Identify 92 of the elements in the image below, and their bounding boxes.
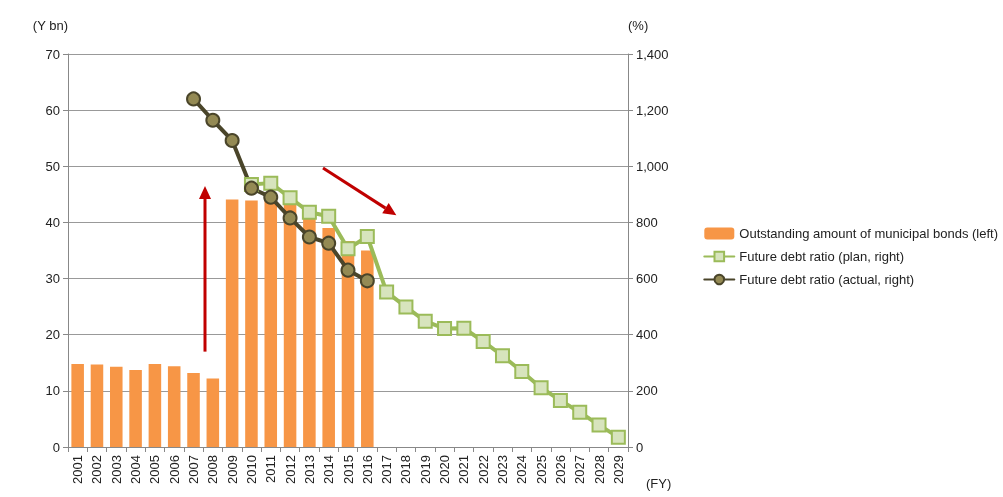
point [321,208,337,224]
point [263,175,279,191]
point [398,299,414,315]
x-tick-label: 2004 [128,455,144,484]
x-tick-label: 2018 [398,455,414,484]
point [591,417,607,433]
x-tick-label: 2029 [610,455,626,484]
y2-tick-label: 200 [636,383,658,399]
point [282,190,298,206]
point [610,429,626,445]
x-tick-label: 2025 [533,455,549,484]
bar [167,366,181,447]
bar [187,372,200,447]
y-axis-title: (Y bn) [32,18,68,33]
x-tick-label: 2014 [321,455,337,484]
point [456,320,472,336]
point [340,262,356,278]
x-tick-label: 2010 [243,455,259,484]
x-tick-label: 2008 [205,455,221,484]
point [379,284,395,300]
x-tick-label: 2017 [379,455,395,484]
point [224,132,240,148]
x-tick-label: 2001 [70,455,86,484]
bar [129,370,142,447]
bar [225,199,239,447]
point [359,228,375,244]
point [552,392,568,408]
y-tick-label: 40 [45,214,60,230]
x-tick-label: 2009 [224,455,240,484]
x-tick-label: 2002 [89,455,105,484]
point [263,189,279,205]
y-tick-label: 20 [45,327,60,343]
x-axis-title: (FY) [646,476,672,491]
legend-label: Outstanding amount of municipal bonds (left) [739,226,998,241]
y2-tick-label: 400 [636,327,658,343]
point [282,210,298,226]
x-tick-label: 2006 [166,455,182,484]
x-tick-label: 2024 [514,455,530,484]
bar [110,366,123,447]
y2-tick-label: 800 [636,214,658,230]
x-tick-label: 2003 [108,455,124,484]
point [437,321,453,337]
y-tick-label: 50 [45,158,60,174]
bar [90,364,104,447]
point [186,91,202,107]
point [301,204,317,220]
point [359,273,375,289]
x-tick-label: 2023 [494,455,510,484]
x-tick-label: 2012 [282,455,298,484]
x-tick-label: 2026 [552,455,568,484]
x-tick-label: 2007 [186,455,202,484]
y2-tick-label: 1,200 [636,102,669,118]
point [417,313,433,329]
y2-tick-label: 600 [636,271,658,287]
x-tick-label: 2016 [359,455,375,484]
y2-tick-label: 1,000 [636,158,669,174]
x-tick-label: 2015 [340,455,356,484]
x-tick-label: 2019 [417,455,433,484]
x-tick-label: 2020 [437,455,453,484]
bar [71,363,84,447]
point [533,380,549,396]
y-tick-label: 30 [45,271,60,287]
y2-tick-label: 1,400 [636,46,669,62]
x-tick-label: 2011 [263,455,279,483]
y2-tick-label: 0 [636,439,644,455]
point [205,112,221,128]
point [494,348,510,364]
bar [264,201,278,447]
bar [206,378,220,447]
y2-axis-title: (%) [628,18,649,33]
bar [245,200,258,447]
x-tick-label: 2005 [147,455,163,484]
y-tick-label: 70 [45,46,60,62]
x-tick-label: 2021 [456,455,472,484]
point [340,241,356,257]
point [475,333,491,349]
point [321,235,337,251]
y-tick-label: 60 [45,102,60,118]
x-tick-label: 2013 [301,455,317,484]
point [572,404,588,420]
bar [361,250,374,447]
x-tick-label: 2028 [591,455,607,484]
x-tick-label: 2022 [475,455,491,484]
legend-label: Future debt ratio (actual, right) [739,272,915,287]
x-tick-label: 2027 [572,455,588,484]
point [514,363,530,379]
y-tick-label: 0 [52,439,60,455]
point [301,229,317,245]
bar [322,228,335,447]
bar [148,363,162,447]
y-tick-label: 10 [45,383,60,399]
legend-label: Future debt ratio (plan, right) [739,249,905,264]
